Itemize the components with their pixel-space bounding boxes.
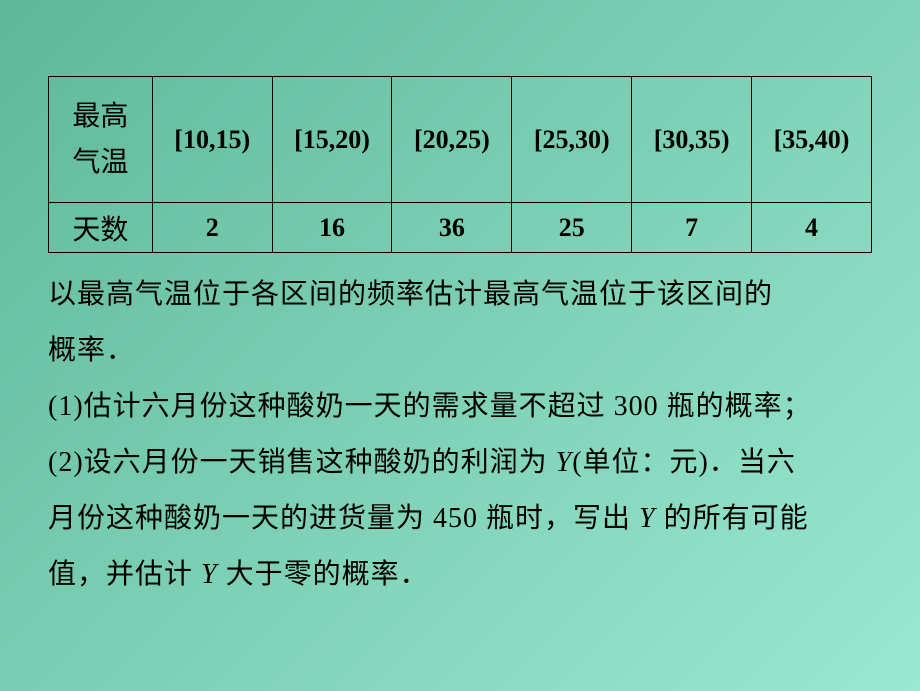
header-label-line2: 气温 [72, 147, 128, 178]
q2-line2-b: 瓶时，写出 [478, 503, 639, 534]
para-1-line-2: 概率． [48, 323, 872, 379]
q2-line2-a: 月份这种酸奶一天的进货量为 [48, 503, 433, 534]
count-cell: 4 [752, 203, 872, 253]
count-cell: 16 [272, 203, 392, 253]
range-cell: [35,40) [752, 77, 872, 203]
header-label-cell: 最高 气温 [49, 77, 153, 203]
body-text: 以最高气温位于各区间的频率估计最高气温位于该区间的 概率． (1)估计六月份这种… [48, 267, 872, 603]
q2-mid: (单位：元)．当六 [572, 447, 796, 478]
q2-number: 450 [433, 503, 478, 534]
count-cell: 2 [152, 203, 272, 253]
count-cell: 7 [632, 203, 752, 253]
q2-var-y: Y [556, 447, 573, 478]
para-4: 月份这种酸奶一天的进货量为 450 瓶时，写出 Y 的所有可能 [48, 491, 872, 547]
q1-suffix: 瓶的概率； [659, 391, 812, 422]
slide-content: 最高 气温 [10,15) [15,20) [20,25) [25,30) [3… [0, 0, 920, 603]
range-cell: [25,30) [512, 77, 632, 203]
para-5: 值，并估计 Y 大于零的概率． [48, 547, 872, 603]
q2-line2-c: 的所有可能 [656, 503, 809, 534]
q2-line3-b: 大于零的概率． [218, 559, 429, 590]
range-cell: [30,35) [632, 77, 752, 203]
q2-line3-a: 值，并估计 [48, 559, 201, 590]
para-1-line-1: 以最高气温位于各区间的频率估计最高气温位于该区间的 [48, 267, 872, 323]
table-header-row: 最高 气温 [10,15) [15,20) [20,25) [25,30) [3… [49, 77, 872, 203]
q1-prefix: (1)估计六月份这种酸奶一天的需求量不超过 [48, 391, 614, 422]
para-3: (2)设六月份一天销售这种酸奶的利润为 Y(单位：元)．当六 [48, 435, 872, 491]
range-cell: [20,25) [392, 77, 512, 203]
q2-var-y-2: Y [639, 503, 656, 534]
count-cell: 36 [392, 203, 512, 253]
header-label-line1: 最高 [72, 101, 128, 132]
table-data-row: 天数 2 16 36 25 7 4 [49, 203, 872, 253]
range-cell: [15,20) [272, 77, 392, 203]
para-2: (1)估计六月份这种酸奶一天的需求量不超过 300 瓶的概率； [48, 379, 872, 435]
range-cell: [10,15) [152, 77, 272, 203]
count-cell: 25 [512, 203, 632, 253]
q2-prefix: (2)设六月份一天销售这种酸奶的利润为 [48, 447, 556, 478]
row-label-cell: 天数 [49, 203, 153, 253]
q2-var-y-3: Y [201, 559, 218, 590]
q1-number: 300 [614, 391, 659, 422]
temperature-table: 最高 气温 [10,15) [15,20) [20,25) [25,30) [3… [48, 76, 872, 253]
